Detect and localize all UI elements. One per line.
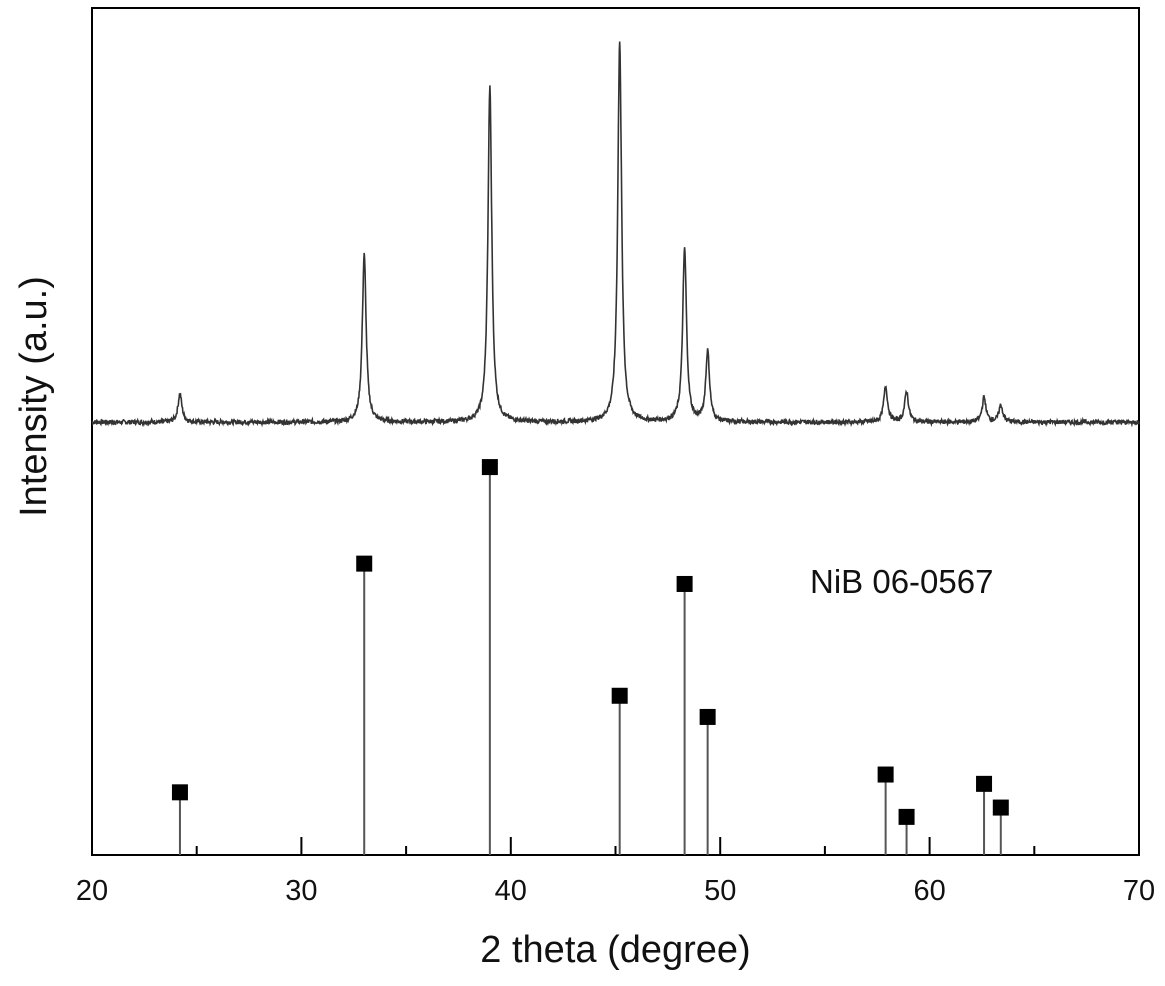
x-tick-label: 30 [285, 875, 317, 907]
reference-marker [482, 459, 498, 475]
reference-marker [976, 776, 992, 792]
x-axis-title: 2 theta (degree) [480, 929, 750, 971]
reference-marker [356, 556, 372, 572]
xrd-pattern-line [92, 42, 1139, 425]
x-tick-label: 60 [913, 875, 945, 907]
reference-marker [878, 767, 894, 783]
reference-annotation: NiB 06-0567 [810, 563, 993, 600]
reference-marker [172, 784, 188, 800]
reference-marker [993, 800, 1009, 816]
x-tick-label: 20 [76, 875, 108, 907]
reference-marker [899, 809, 915, 825]
plot-frame [92, 8, 1139, 855]
reference-marker [612, 688, 628, 704]
reference-marker [677, 576, 693, 592]
y-axis-title: Intensity (a.u.) [13, 276, 55, 517]
reference-marker [700, 709, 716, 725]
x-tick-label: 40 [495, 875, 527, 907]
x-tick-label: 50 [704, 875, 736, 907]
x-tick-label: 70 [1123, 875, 1155, 907]
